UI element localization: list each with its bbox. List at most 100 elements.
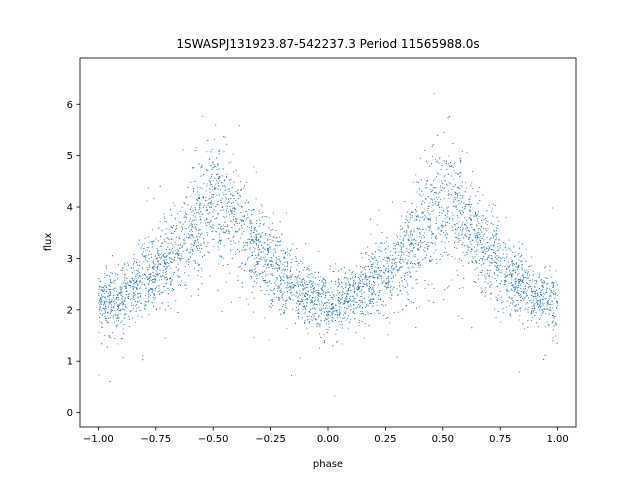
data-point bbox=[418, 242, 420, 244]
data-point bbox=[241, 249, 243, 251]
data-point bbox=[137, 301, 139, 303]
data-point bbox=[482, 247, 484, 249]
data-point bbox=[150, 253, 152, 255]
data-point bbox=[552, 312, 555, 314]
data-point bbox=[512, 303, 514, 305]
data-point bbox=[348, 306, 350, 308]
data-point bbox=[143, 308, 146, 310]
data-point bbox=[376, 224, 378, 226]
data-point bbox=[305, 298, 307, 300]
data-point bbox=[328, 326, 330, 328]
data-point bbox=[335, 263, 337, 265]
data-point bbox=[416, 283, 418, 285]
data-point bbox=[161, 230, 163, 232]
data-point bbox=[133, 299, 135, 301]
data-point bbox=[226, 224, 228, 226]
data-point bbox=[298, 295, 300, 298]
data-point bbox=[356, 293, 358, 295]
data-point bbox=[288, 282, 290, 284]
data-point bbox=[172, 202, 174, 204]
data-point bbox=[422, 234, 424, 236]
data-point bbox=[228, 211, 230, 213]
data-point bbox=[520, 295, 522, 297]
data-point bbox=[409, 237, 411, 239]
data-point bbox=[552, 283, 554, 285]
data-point bbox=[347, 287, 349, 290]
data-point bbox=[400, 258, 402, 260]
data-point bbox=[515, 278, 517, 280]
data-point bbox=[461, 317, 463, 320]
data-point bbox=[164, 289, 166, 291]
data-point bbox=[182, 250, 184, 253]
data-point bbox=[281, 293, 283, 295]
data-point bbox=[495, 234, 497, 236]
data-point bbox=[456, 237, 458, 239]
data-point bbox=[432, 189, 434, 191]
data-point bbox=[506, 289, 508, 291]
data-point bbox=[211, 226, 213, 228]
data-point bbox=[523, 292, 525, 294]
data-point bbox=[430, 184, 432, 186]
data-point bbox=[413, 262, 416, 265]
data-point bbox=[419, 227, 421, 229]
data-point bbox=[447, 194, 449, 196]
data-point bbox=[432, 234, 434, 236]
data-point bbox=[509, 305, 511, 307]
data-point bbox=[488, 276, 491, 278]
data-point bbox=[137, 264, 139, 266]
data-point bbox=[252, 240, 254, 242]
data-point bbox=[311, 319, 313, 321]
data-point bbox=[278, 269, 280, 271]
data-point bbox=[476, 267, 478, 269]
data-point bbox=[180, 280, 182, 282]
data-point bbox=[415, 326, 417, 329]
data-point bbox=[456, 223, 458, 225]
data-point bbox=[394, 263, 396, 265]
data-point bbox=[309, 311, 311, 313]
data-point bbox=[433, 198, 435, 200]
data-point bbox=[532, 299, 534, 301]
data-point bbox=[103, 296, 106, 298]
data-point bbox=[269, 289, 271, 291]
data-point bbox=[430, 198, 432, 200]
data-point bbox=[310, 299, 312, 301]
data-point bbox=[145, 308, 147, 310]
data-point bbox=[451, 255, 453, 258]
data-point bbox=[313, 318, 315, 320]
data-point bbox=[183, 243, 185, 245]
data-point bbox=[99, 285, 101, 287]
data-point bbox=[408, 221, 410, 223]
data-point bbox=[322, 302, 324, 304]
data-point bbox=[512, 285, 514, 287]
data-point bbox=[165, 273, 167, 275]
data-point bbox=[496, 300, 498, 302]
data-point bbox=[192, 219, 194, 221]
data-point bbox=[318, 347, 321, 349]
data-point bbox=[193, 167, 195, 169]
data-point bbox=[278, 264, 280, 266]
data-point bbox=[258, 238, 260, 241]
data-point bbox=[147, 278, 149, 281]
data-point bbox=[214, 177, 216, 179]
data-point bbox=[493, 241, 496, 244]
data-point bbox=[492, 203, 494, 205]
data-point bbox=[338, 283, 340, 285]
data-point bbox=[260, 256, 262, 258]
data-point bbox=[263, 265, 265, 267]
data-point bbox=[523, 258, 525, 260]
data-point bbox=[532, 274, 535, 276]
data-point bbox=[534, 292, 536, 294]
data-point bbox=[532, 305, 534, 307]
data-point bbox=[387, 275, 389, 277]
data-point bbox=[440, 186, 442, 188]
data-point bbox=[527, 287, 529, 289]
data-point bbox=[493, 229, 495, 231]
data-point bbox=[104, 285, 106, 287]
data-point bbox=[171, 232, 173, 234]
data-point bbox=[330, 308, 332, 310]
data-point bbox=[112, 301, 114, 303]
data-point bbox=[398, 251, 400, 253]
data-point bbox=[219, 239, 221, 241]
data-point bbox=[296, 248, 298, 250]
data-point bbox=[164, 233, 167, 235]
